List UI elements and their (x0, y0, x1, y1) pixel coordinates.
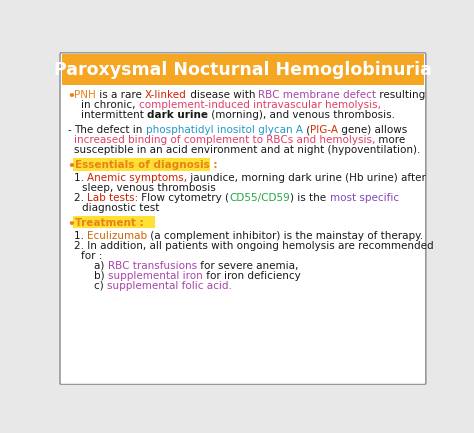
Text: 2. In addition, all patients with ongoing hemolysis are recommended: 2. In addition, all patients with ongoin… (74, 241, 434, 251)
Text: gene) allows: gene) allows (338, 125, 407, 135)
Text: a): a) (94, 261, 108, 271)
Text: jaundice, morning dark urine (Hb urine) after: jaundice, morning dark urine (Hb urine) … (187, 173, 426, 183)
Text: 1.: 1. (74, 173, 87, 183)
Text: Treatment :: Treatment : (75, 217, 143, 227)
Text: c): c) (94, 281, 107, 291)
Text: •: • (67, 217, 75, 230)
Text: •: • (67, 90, 75, 103)
Text: susceptible in an acid environment and at night (hypoventilation).: susceptible in an acid environment and a… (74, 145, 420, 155)
FancyBboxPatch shape (73, 158, 210, 171)
Text: X-linked: X-linked (145, 90, 187, 100)
Text: supplemental folic acid.: supplemental folic acid. (107, 281, 232, 291)
Text: phosphatidyl inositol glycan A: phosphatidyl inositol glycan A (146, 125, 302, 135)
Text: RBC membrane defect: RBC membrane defect (258, 90, 376, 100)
Text: 1.: 1. (74, 231, 87, 241)
Text: Lab tests:: Lab tests: (87, 193, 138, 203)
Text: more: more (375, 135, 406, 145)
Text: RBC transfusions: RBC transfusions (108, 261, 197, 271)
Text: PNH: PNH (74, 90, 96, 100)
FancyBboxPatch shape (60, 53, 426, 385)
Text: -: - (67, 125, 71, 135)
Text: for :: for : (81, 251, 102, 261)
Text: (: ( (302, 125, 310, 135)
Text: b): b) (94, 271, 108, 281)
Text: Flow cytometry (: Flow cytometry ( (138, 193, 229, 203)
Text: dark urine: dark urine (147, 110, 208, 120)
Text: for iron deficiency: for iron deficiency (203, 271, 301, 281)
Text: •: • (67, 160, 75, 173)
Text: increased binding of complement to RBCs and hemolysis,: increased binding of complement to RBCs … (74, 135, 375, 145)
Text: (a complement inhibitor) is the mainstay of therapy.: (a complement inhibitor) is the mainstay… (147, 231, 423, 241)
Text: resulting: resulting (376, 90, 426, 100)
Text: PIG-A: PIG-A (310, 125, 338, 135)
Text: complement-induced intravascular hemolysis,: complement-induced intravascular hemolys… (139, 100, 381, 110)
Text: for severe anemia,: for severe anemia, (197, 261, 298, 271)
Text: most specific: most specific (329, 193, 399, 203)
Text: supplemental iron: supplemental iron (108, 271, 203, 281)
Text: Eculizumab: Eculizumab (87, 231, 147, 241)
Text: Paroxysmal Nocturnal Hemoglobinuria: Paroxysmal Nocturnal Hemoglobinuria (54, 61, 432, 79)
FancyBboxPatch shape (73, 216, 155, 228)
Text: ) is the: ) is the (290, 193, 329, 203)
Text: 2.: 2. (74, 193, 87, 203)
Text: The defect in: The defect in (74, 125, 146, 135)
Text: diagnostic test: diagnostic test (82, 203, 160, 213)
Text: disease with: disease with (187, 90, 258, 100)
Text: CD55/CD59: CD55/CD59 (229, 193, 290, 203)
Text: Essentials of diagnosis :: Essentials of diagnosis : (75, 160, 217, 170)
Text: in chronic,: in chronic, (81, 100, 139, 110)
Text: is a rare: is a rare (96, 90, 145, 100)
Text: Anemic symptoms,: Anemic symptoms, (87, 173, 187, 183)
Text: intermittent: intermittent (81, 110, 147, 120)
Text: (morning), and venous thrombosis.: (morning), and venous thrombosis. (208, 110, 395, 120)
FancyBboxPatch shape (62, 54, 424, 85)
Text: sleep, venous thrombosis: sleep, venous thrombosis (82, 183, 216, 193)
